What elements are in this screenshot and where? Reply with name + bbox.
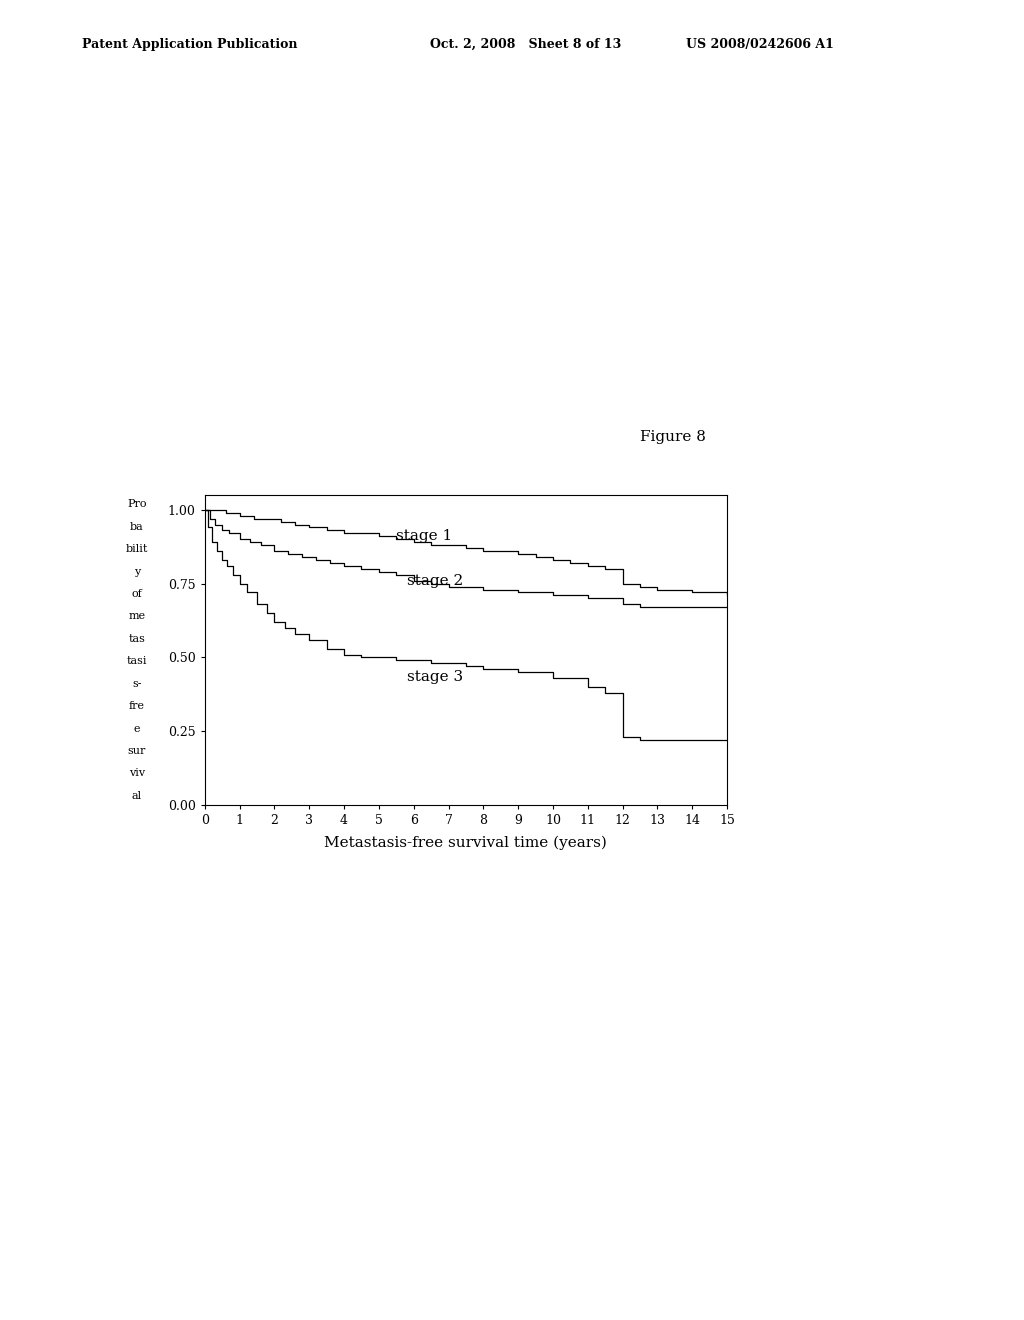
Text: s-: s-: [132, 678, 141, 689]
Text: bilit: bilit: [126, 544, 148, 554]
Text: al: al: [132, 791, 142, 801]
Text: Pro: Pro: [127, 499, 146, 510]
Text: y: y: [134, 566, 140, 577]
Text: US 2008/0242606 A1: US 2008/0242606 A1: [686, 38, 834, 51]
Text: stage 2: stage 2: [407, 574, 463, 587]
Text: fre: fre: [129, 701, 145, 711]
Text: ba: ba: [130, 521, 143, 532]
Text: Patent Application Publication: Patent Application Publication: [82, 38, 297, 51]
Text: stage 3: stage 3: [407, 669, 463, 684]
Text: e: e: [134, 723, 140, 734]
Text: tasi: tasi: [127, 656, 147, 667]
Text: Oct. 2, 2008   Sheet 8 of 13: Oct. 2, 2008 Sheet 8 of 13: [430, 38, 622, 51]
Text: sur: sur: [128, 746, 146, 756]
Text: stage 1: stage 1: [396, 529, 453, 544]
X-axis label: Metastasis-free survival time (years): Metastasis-free survival time (years): [325, 836, 607, 850]
Text: of: of: [131, 589, 142, 599]
Text: tas: tas: [128, 634, 145, 644]
Text: viv: viv: [129, 768, 145, 779]
Text: Figure 8: Figure 8: [640, 430, 706, 445]
Text: me: me: [128, 611, 145, 622]
